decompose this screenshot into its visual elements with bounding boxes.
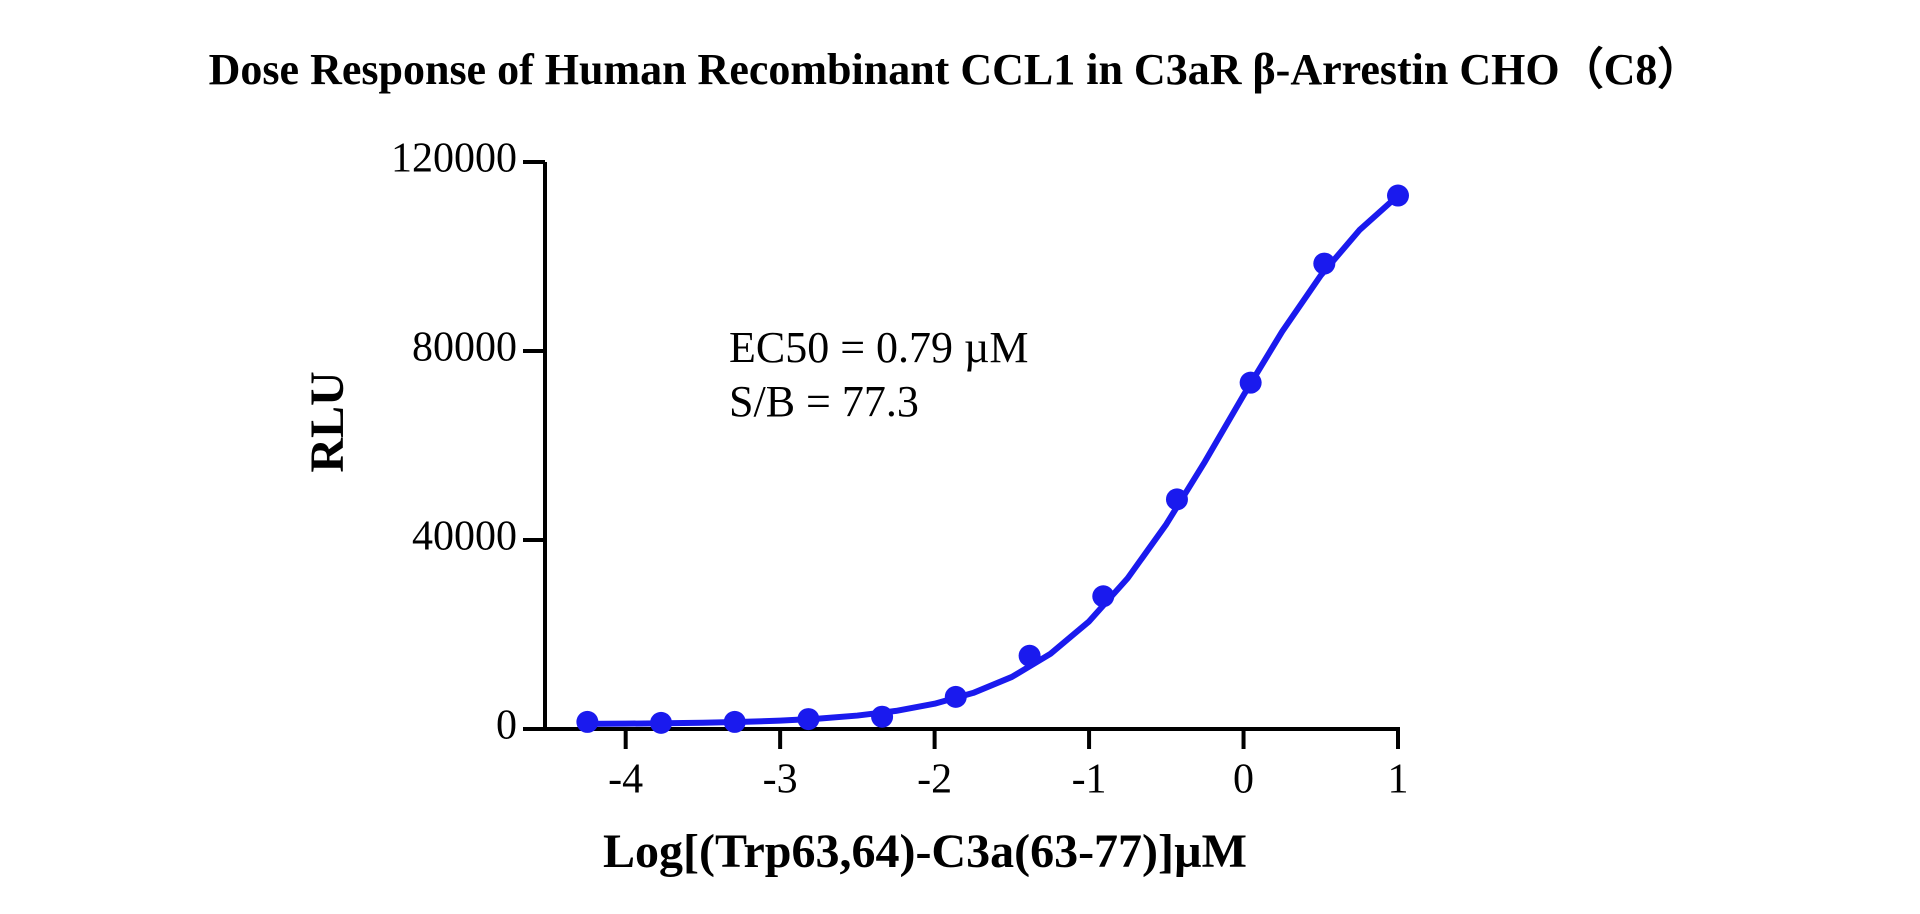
x-tick-label: 1 bbox=[1388, 757, 1409, 803]
fit-curve bbox=[587, 193, 1400, 727]
chart-title: Dose Response of Human Recombinant CCL1 … bbox=[209, 45, 1702, 94]
y-tick-label: 120000 bbox=[391, 136, 517, 182]
data-point bbox=[1239, 371, 1262, 394]
x-axis-label: Log[(Trp63,64)-C3a(63-77)]µM bbox=[603, 825, 1247, 878]
data-point bbox=[650, 711, 673, 734]
data-point bbox=[1165, 488, 1188, 511]
data-point bbox=[723, 710, 746, 733]
data-point bbox=[1092, 585, 1115, 608]
y-axis-label: RLU bbox=[301, 371, 354, 472]
y-tick-label: 80000 bbox=[412, 325, 517, 371]
annotation: S/B = 77.3 bbox=[729, 377, 919, 426]
data-point bbox=[797, 708, 820, 731]
data-point bbox=[1018, 644, 1041, 667]
x-tick-label: -4 bbox=[608, 757, 643, 803]
x-tick-label: -2 bbox=[917, 757, 952, 803]
data-point bbox=[1387, 184, 1409, 207]
y-tick-label: 40000 bbox=[412, 514, 517, 560]
x-tick-label: -3 bbox=[763, 757, 798, 803]
x-tick-label: -1 bbox=[1072, 757, 1107, 803]
annotation: EC50 = 0.79 µM bbox=[729, 323, 1029, 372]
x-tick-label: 0 bbox=[1233, 757, 1254, 803]
data-point bbox=[944, 685, 967, 708]
data-point bbox=[871, 705, 894, 728]
data-point bbox=[576, 710, 599, 733]
y-tick-label: 0 bbox=[496, 703, 517, 749]
data-point bbox=[1313, 252, 1336, 275]
